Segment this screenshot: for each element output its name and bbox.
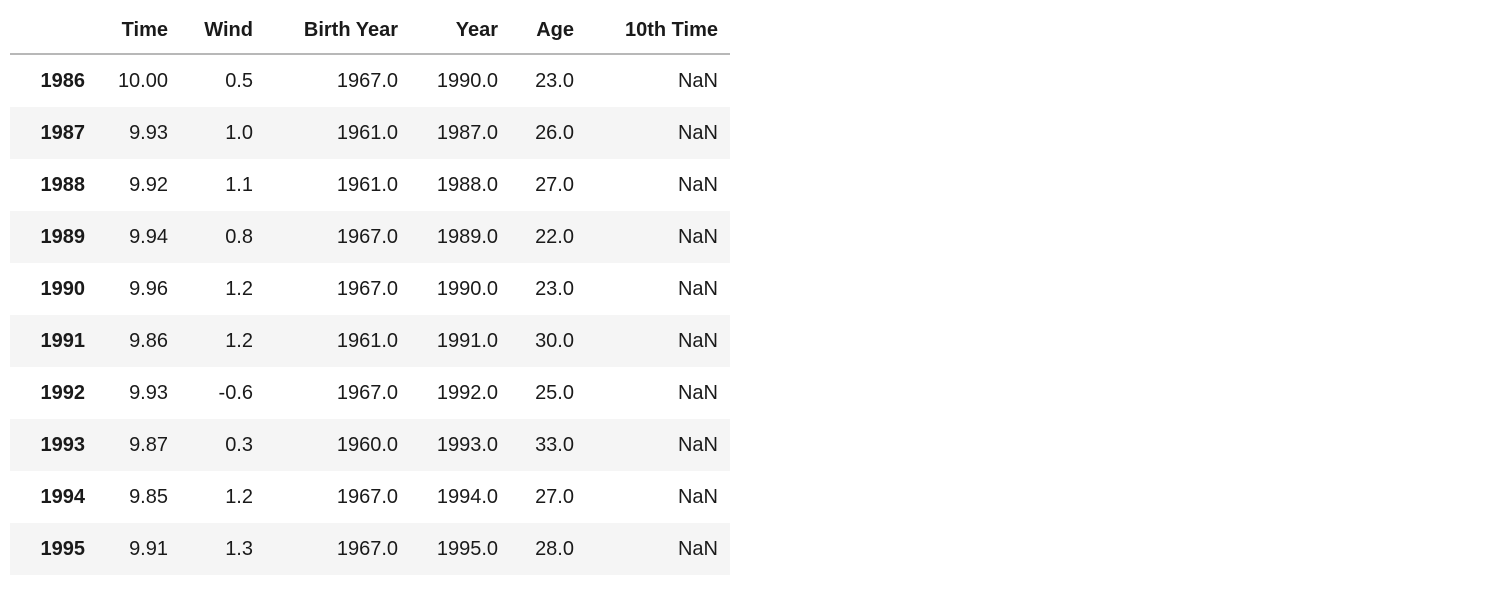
data-cell: 1.2 xyxy=(225,485,253,508)
data-cell: 0.3 xyxy=(225,433,253,456)
table-row: 1994 9.85 1.2 1967.0 1994.0 27.0 NaN xyxy=(10,471,730,523)
column-header-time: Time xyxy=(97,8,180,55)
data-cell: 1961.0 xyxy=(336,173,398,196)
data-cell: 9.86 xyxy=(129,329,168,352)
index-header-cell xyxy=(10,8,97,55)
table-row: 1988 9.92 1.1 1961.0 1988.0 27.0 NaN xyxy=(10,159,730,211)
column-header-birth-year: Birth Year xyxy=(265,8,410,55)
table-body: 1986 10.00 0.5 1967.0 1990.0 23.0 NaN 1987 9.93 1… xyxy=(10,54,730,575)
data-cell: 1992.0 xyxy=(436,381,498,404)
data-cell: 1.2 xyxy=(225,329,253,352)
data-cell: NaN xyxy=(677,381,718,404)
table-row: 1993 9.87 0.3 1960.0 1993.0 33.0 NaN xyxy=(10,419,730,471)
data-cell: 1989.0 xyxy=(436,225,498,248)
data-cell: 9.92 xyxy=(129,173,168,196)
data-cell: 30.0 xyxy=(535,329,574,352)
data-cell: 10.00 xyxy=(117,69,168,92)
data-cell: 1967.0 xyxy=(336,69,398,92)
data-cell: 25.0 xyxy=(535,381,574,404)
data-cell: 1.0 xyxy=(225,121,253,144)
row-index-cell: 1992 xyxy=(40,381,86,404)
table-row: 1986 10.00 0.5 1967.0 1990.0 23.0 NaN xyxy=(10,54,730,107)
data-cell: 1.3 xyxy=(225,537,253,560)
data-cell: 9.85 xyxy=(129,485,168,508)
table-row: 1989 9.94 0.8 1967.0 1989.0 22.0 NaN xyxy=(10,211,730,263)
data-cell: 1994.0 xyxy=(436,485,498,508)
table-row: 1987 9.93 1.0 1961.0 1987.0 26.0 NaN xyxy=(10,107,730,159)
data-cell: 33.0 xyxy=(535,433,574,456)
data-cell: 23.0 xyxy=(535,69,574,92)
data-cell: 9.96 xyxy=(129,277,168,300)
data-cell: NaN xyxy=(677,69,718,92)
dataframe-output: Time Wind Birth Year Year Age 10th Time … xyxy=(10,8,730,575)
data-cell: 1.2 xyxy=(225,277,253,300)
data-cell: 1967.0 xyxy=(336,381,398,404)
data-cell: NaN xyxy=(677,277,718,300)
data-cell: 0.5 xyxy=(225,69,253,92)
data-cell: 1960.0 xyxy=(336,433,398,456)
data-cell: 22.0 xyxy=(535,225,574,248)
row-index-cell: 1994 xyxy=(40,485,86,508)
data-cell: NaN xyxy=(677,173,718,196)
data-cell: NaN xyxy=(677,225,718,248)
data-cell: 28.0 xyxy=(535,537,574,560)
table-row: 1991 9.86 1.2 1961.0 1991.0 30.0 NaN xyxy=(10,315,730,367)
data-cell: 1967.0 xyxy=(336,277,398,300)
data-cell: 0.8 xyxy=(225,225,253,248)
data-cell: 1967.0 xyxy=(336,485,398,508)
row-index-cell: 1990 xyxy=(40,277,86,300)
data-cell: NaN xyxy=(677,537,718,560)
data-cell: -0.6 xyxy=(218,381,253,404)
table-row: 1992 9.93 -0.6 1967.0 1992.0 25.0 NaN xyxy=(10,367,730,419)
row-index-cell: 1993 xyxy=(40,433,86,456)
data-cell: 1961.0 xyxy=(336,121,398,144)
data-cell: NaN xyxy=(677,121,718,144)
data-cell: 1967.0 xyxy=(336,225,398,248)
data-cell: 1961.0 xyxy=(336,329,398,352)
table-row: 1990 9.96 1.2 1967.0 1990.0 23.0 NaN xyxy=(10,263,730,315)
data-cell: 9.94 xyxy=(129,225,168,248)
row-index-cell: 1989 xyxy=(40,225,86,248)
row-index-cell: 1991 xyxy=(40,329,86,352)
data-cell: 9.91 xyxy=(129,537,168,560)
data-cell: NaN xyxy=(677,485,718,508)
data-cell: 1990.0 xyxy=(436,69,498,92)
data-cell: 1.1 xyxy=(225,173,253,196)
data-cell: 1995.0 xyxy=(436,537,498,560)
column-header-year: Year xyxy=(410,8,510,55)
data-cell: NaN xyxy=(677,433,718,456)
data-cell: 1988.0 xyxy=(436,173,498,196)
column-header-wind: Wind xyxy=(180,8,265,55)
data-cell: 1993.0 xyxy=(436,433,498,456)
data-cell: 9.93 xyxy=(129,121,168,144)
data-cell: 26.0 xyxy=(535,121,574,144)
data-cell: 1991.0 xyxy=(436,329,498,352)
data-cell: 1987.0 xyxy=(436,121,498,144)
data-cell: 1990.0 xyxy=(436,277,498,300)
data-cell: 27.0 xyxy=(535,173,574,196)
row-index-cell: 1987 xyxy=(40,121,86,144)
row-index-cell: 1988 xyxy=(40,173,86,196)
data-cell: 9.93 xyxy=(129,381,168,404)
row-index-cell: 1986 xyxy=(40,69,86,92)
data-cell: 9.87 xyxy=(129,433,168,456)
data-cell: 23.0 xyxy=(535,277,574,300)
column-header-10th-time: 10th Time xyxy=(586,8,730,55)
data-cell: 27.0 xyxy=(535,485,574,508)
row-index-cell: 1995 xyxy=(40,537,86,560)
table-header: Time Wind Birth Year Year Age 10th Time xyxy=(10,8,730,55)
data-cell: NaN xyxy=(677,329,718,352)
data-cell: 1967.0 xyxy=(336,537,398,560)
header-row: Time Wind Birth Year Year Age 10th Time xyxy=(10,8,730,55)
table-row: 1995 9.91 1.3 1967.0 1995.0 28.0 NaN xyxy=(10,523,730,575)
dataframe-table: Time Wind Birth Year Year Age 10th Time … xyxy=(10,8,730,575)
column-header-age: Age xyxy=(510,8,586,55)
